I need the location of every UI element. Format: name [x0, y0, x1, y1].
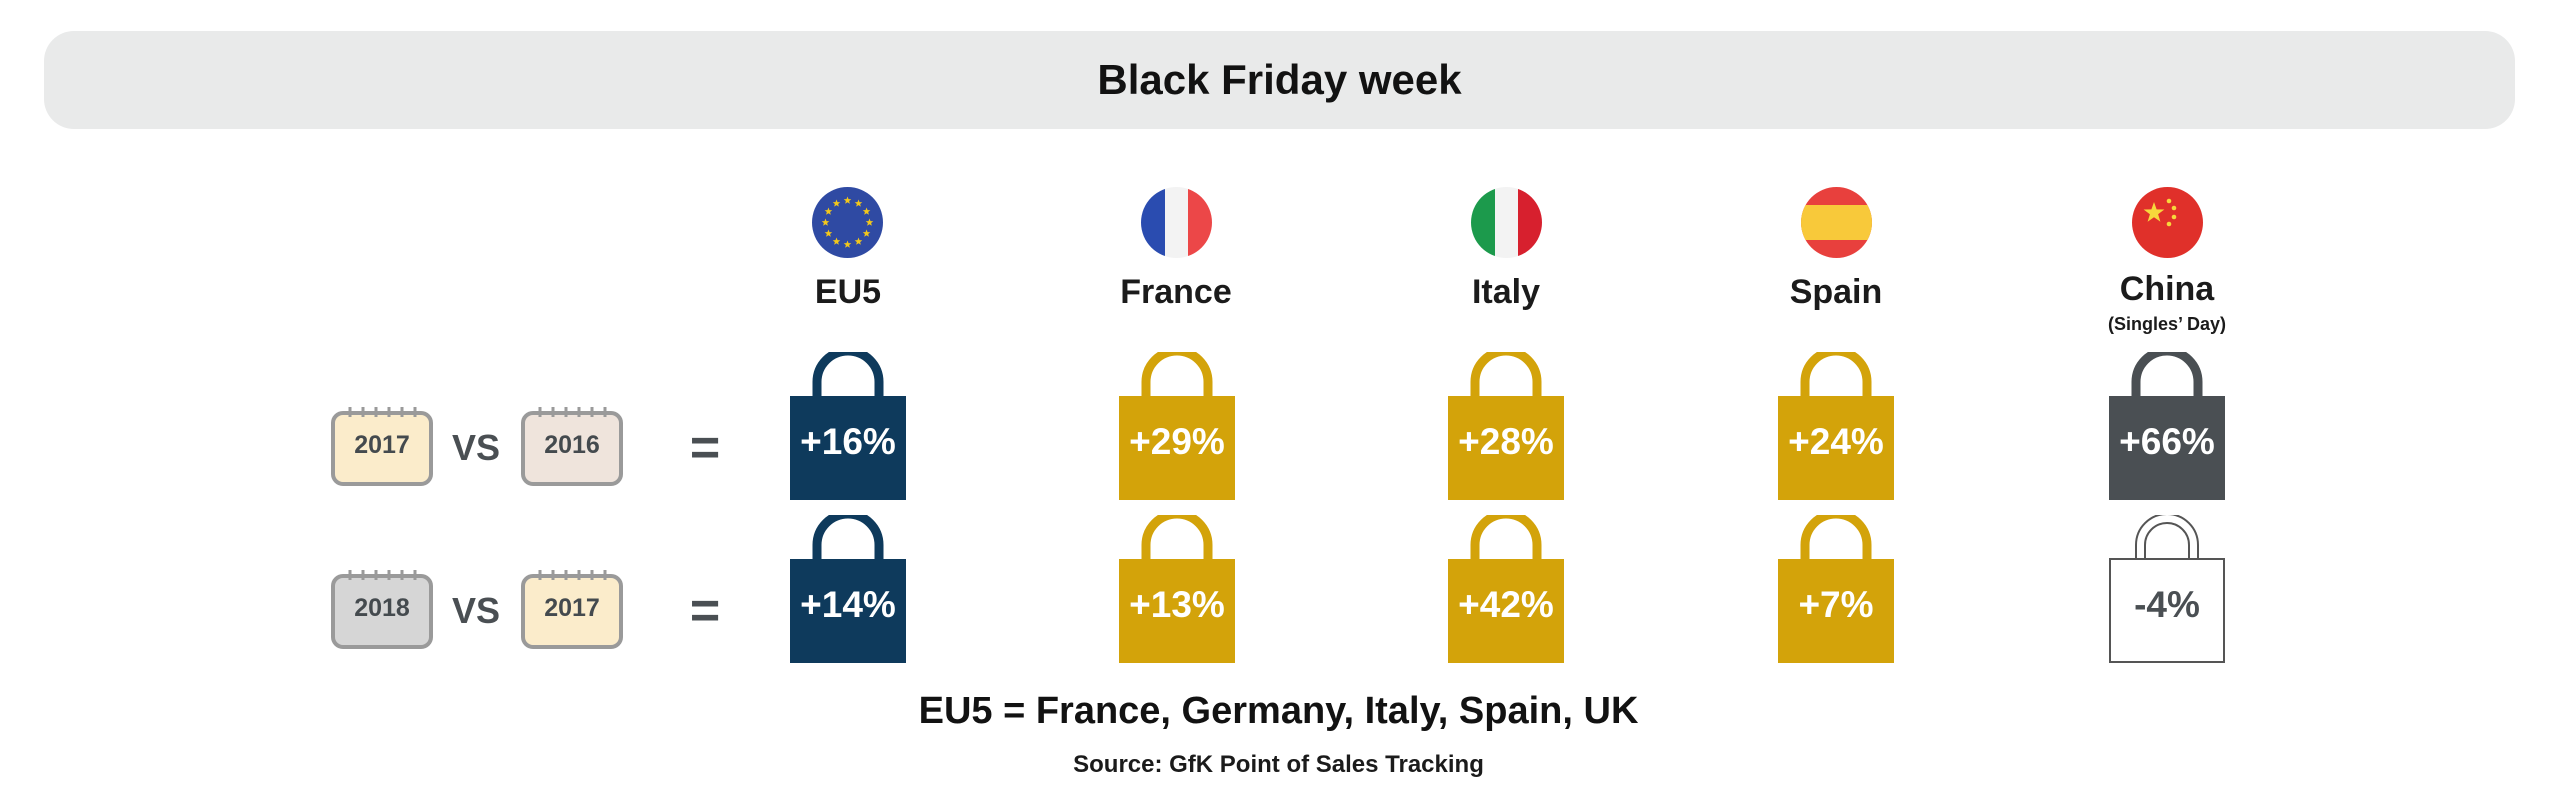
bag-value: +28%	[1458, 421, 1554, 462]
bag-value: +16%	[800, 421, 896, 462]
column-name-china: China	[2119, 270, 2215, 308]
shopping-bag-italy-row1: +28%	[1446, 352, 1566, 512]
shopping-bag-france-row2: +13%	[1117, 515, 1237, 675]
italy-flag-icon	[1471, 187, 1542, 258]
shopping-bag-spain-row2: +7%	[1776, 515, 1896, 675]
equals-sign: =	[689, 582, 721, 640]
shopping-bag-italy-row2: +42%	[1446, 515, 1566, 675]
eu-star-icon	[843, 196, 852, 204]
bag-value: +24%	[1788, 421, 1884, 462]
bag-value: -4%	[2134, 584, 2200, 625]
calendar-icon: 2018	[330, 568, 434, 650]
year-label: 2018	[354, 594, 410, 622]
column-name-italy: Italy	[1471, 273, 1541, 311]
equals-sign: =	[689, 419, 721, 477]
year-label: 2017	[544, 594, 600, 622]
eu-star-icon	[821, 218, 830, 226]
bag-value: +66%	[2119, 421, 2215, 462]
bag-value: +42%	[1458, 584, 1554, 625]
title-bar: Black Friday week	[44, 31, 2515, 129]
bag-value: +13%	[1129, 584, 1225, 625]
eu-star-icon	[843, 240, 852, 248]
bag-value: +14%	[800, 584, 896, 625]
eu-star-icon	[862, 207, 871, 215]
calendar-icon: 2017	[520, 568, 624, 650]
column-name-spain: Spain	[1789, 273, 1883, 311]
shopping-bag-eu5-row1: +16%	[788, 352, 908, 512]
eu-star-icon	[832, 199, 841, 207]
vs-label: VS	[451, 590, 501, 631]
footnote: EU5 = France, Germany, Italy, Spain, UK	[918, 690, 1639, 732]
year-label: 2017	[354, 431, 410, 459]
bag-value: +7%	[1798, 584, 1874, 625]
eu-star-icon	[865, 218, 874, 226]
eu-star-icon	[854, 199, 863, 207]
eu-star-icon	[862, 229, 871, 237]
chart-title: Black Friday week	[1097, 56, 1462, 103]
france-flag-icon	[1141, 187, 1212, 258]
eu-star-icon	[824, 229, 833, 237]
eu-star-icon	[824, 207, 833, 215]
shopping-bag-china-row2: -4%	[2107, 515, 2227, 675]
china-flag-icon	[2132, 187, 2203, 258]
calendar-icon: 2017	[330, 405, 434, 487]
shopping-bag-spain-row1: +24%	[1776, 352, 1896, 512]
column-subtitle-china: (Singles’ Day)	[2107, 314, 2227, 334]
spain-flag-icon	[1801, 187, 1872, 258]
column-name-france: France	[1120, 273, 1232, 311]
column-name-eu5: EU5	[814, 273, 882, 311]
vs-label: VS	[451, 427, 501, 468]
eu-flag-icon	[812, 187, 883, 258]
shopping-bag-eu5-row2: +14%	[788, 515, 908, 675]
eu-star-icon	[832, 237, 841, 245]
eu-star-icon	[854, 237, 863, 245]
source-note: Source: GfK Point of Sales Tracking	[1073, 751, 1484, 778]
year-label: 2016	[544, 431, 600, 459]
bag-value: +29%	[1129, 421, 1225, 462]
shopping-bag-france-row1: +29%	[1117, 352, 1237, 512]
calendar-icon: 2016	[520, 405, 624, 487]
shopping-bag-china-row1: +66%	[2107, 352, 2227, 512]
